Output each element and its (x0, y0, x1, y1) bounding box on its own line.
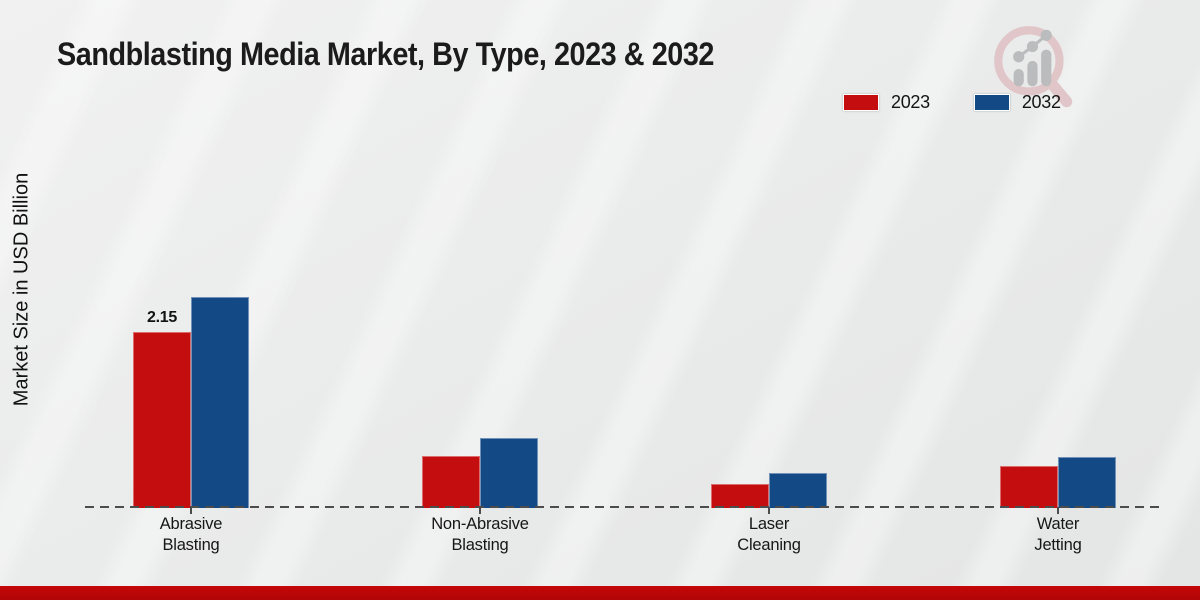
bar-2032-non-abrasive-blasting (480, 437, 538, 508)
legend-swatch-2032-icon (973, 94, 1010, 111)
bar-2023-water-jetting (1000, 466, 1058, 508)
chart-title: Sandblasting Media Market, By Type, 2023… (57, 36, 714, 72)
legend-label-2032: 2032 (1021, 92, 1061, 112)
magnifier-chart-logo-icon (994, 26, 1073, 108)
category-label-water-jetting: Water Jetting (1034, 515, 1082, 554)
category-label-abrasive-blasting: Abrasive Blasting (159, 515, 223, 554)
bar-2023-non-abrasive-blasting (422, 455, 480, 508)
x-axis-tick-non-abrasive-blasting (479, 507, 481, 514)
legend-swatch-2023-icon (843, 94, 879, 111)
bar-2032-laser-cleaning (769, 472, 827, 508)
category-label-laser-cleaning: Laser Cleaning (737, 515, 801, 554)
x-axis-tick-laser-cleaning (768, 507, 770, 514)
legend-item-2032: 2032 (973, 92, 1061, 113)
x-axis-dashed-line (85, 506, 1163, 508)
bar-2032-water-jetting (1058, 457, 1116, 508)
x-axis-tick-water-jetting (1057, 507, 1059, 514)
bar-2032-abrasive-blasting (191, 297, 249, 508)
legend-label-2023: 2023 (891, 92, 930, 112)
bar-2023-laser-cleaning (711, 484, 769, 508)
x-axis-tick-abrasive-blasting (190, 507, 192, 514)
bar-value-label-abrasive-blasting: 2.15 (147, 309, 177, 326)
legend: 2023 2032 (843, 92, 1061, 113)
bar-2023-abrasive-blasting (133, 332, 191, 508)
legend-item-2023: 2023 (843, 92, 930, 113)
footer-accent-bar (0, 586, 1200, 600)
category-label-non-abrasive-blasting: Non-Abrasive Blasting (431, 515, 529, 554)
